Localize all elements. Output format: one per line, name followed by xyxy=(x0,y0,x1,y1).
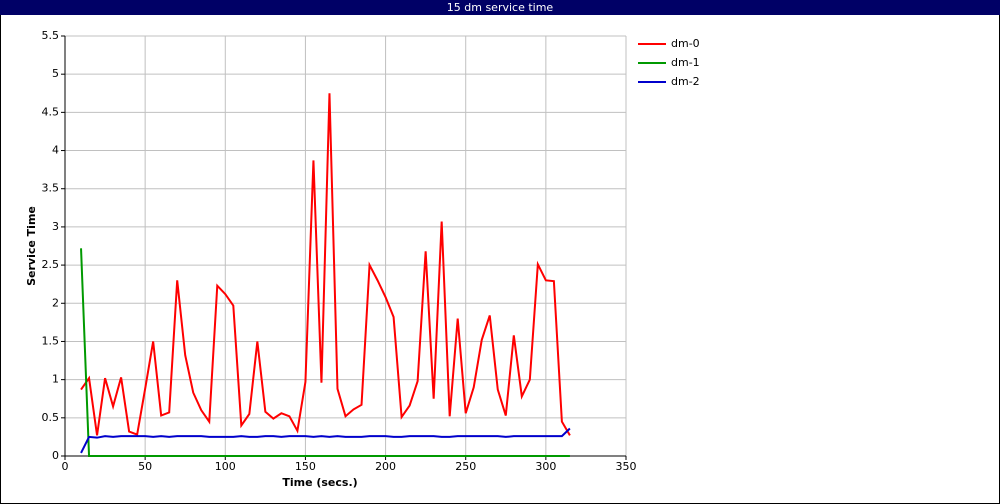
series-line xyxy=(80,427,571,454)
y-tick-label: 5 xyxy=(52,67,59,80)
x-axis-label: Time (secs.) xyxy=(282,476,357,489)
x-tick-label: 150 xyxy=(295,460,316,473)
x-tick-label: 300 xyxy=(535,460,556,473)
y-tick-label: 1.5 xyxy=(42,334,60,347)
y-tick-label: 3.5 xyxy=(42,182,60,195)
legend-label: dm-0 xyxy=(671,37,700,50)
y-tick-label: 5.5 xyxy=(42,29,60,42)
chart-title: 15 dm service time xyxy=(447,1,554,14)
y-tick-label: 4 xyxy=(52,144,59,157)
y-tick-label: 4.5 xyxy=(42,105,60,118)
y-tick-label: 0.5 xyxy=(42,411,60,424)
y-tick-label: 2 xyxy=(52,296,59,309)
title-bar xyxy=(0,0,1000,15)
y-tick-label: 1 xyxy=(52,373,59,386)
x-tick-label: 50 xyxy=(138,460,152,473)
x-tick-label: 250 xyxy=(455,460,476,473)
x-tick-label: 0 xyxy=(62,460,69,473)
x-tick-label: 350 xyxy=(616,460,637,473)
x-tick-label: 200 xyxy=(375,460,396,473)
series-line xyxy=(80,248,570,457)
y-tick-label: 0 xyxy=(52,449,59,462)
series-line xyxy=(80,93,571,436)
y-tick-label: 2.5 xyxy=(42,258,60,271)
x-tick-label: 100 xyxy=(215,460,236,473)
y-axis-label: Service Time xyxy=(25,206,38,286)
y-tick-label: 3 xyxy=(52,220,59,233)
legend-label: dm-2 xyxy=(671,75,700,88)
legend-label: dm-1 xyxy=(671,56,700,69)
